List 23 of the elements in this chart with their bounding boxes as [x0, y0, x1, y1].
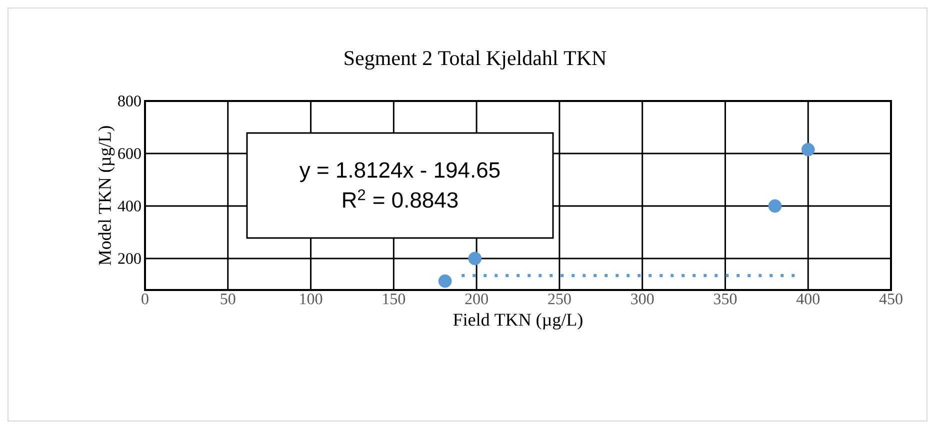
- x-tick-label: 50: [220, 294, 236, 304]
- annotation: y = 1.8124x - 194.65: [299, 162, 500, 182]
- x-tick-label: 200: [465, 294, 488, 304]
- point: [468, 252, 482, 266]
- y-tick-label: 600: [118, 148, 141, 159]
- y-tick-label: 400: [118, 200, 141, 212]
- x-tick-label: 300: [631, 294, 654, 304]
- y-tick-label: 200: [118, 253, 141, 264]
- point: [768, 199, 782, 213]
- x-tick-label: 150: [383, 294, 406, 304]
- chart-title: Segment 2 Total Kjeldahl TKN: [344, 50, 606, 70]
- x-tick-label: 250: [548, 294, 571, 304]
- annotation: R$^{2}$ = 0.8843: [343, 189, 458, 208]
- x-tick-label: 100: [300, 294, 322, 304]
- x-tick-label: 0: [142, 294, 148, 304]
- point: [438, 274, 452, 288]
- y-axis-title: Model TKN (µg/L): [98, 126, 115, 266]
- x-tick-label: 450: [879, 294, 902, 304]
- x-tick-label: 400: [796, 294, 820, 304]
- point: [801, 142, 815, 156]
- x-axis-title: Field TKN (µg/L): [453, 313, 582, 330]
- y-tick-label: 800: [118, 96, 141, 106]
- x-tick-label: 350: [714, 294, 737, 304]
